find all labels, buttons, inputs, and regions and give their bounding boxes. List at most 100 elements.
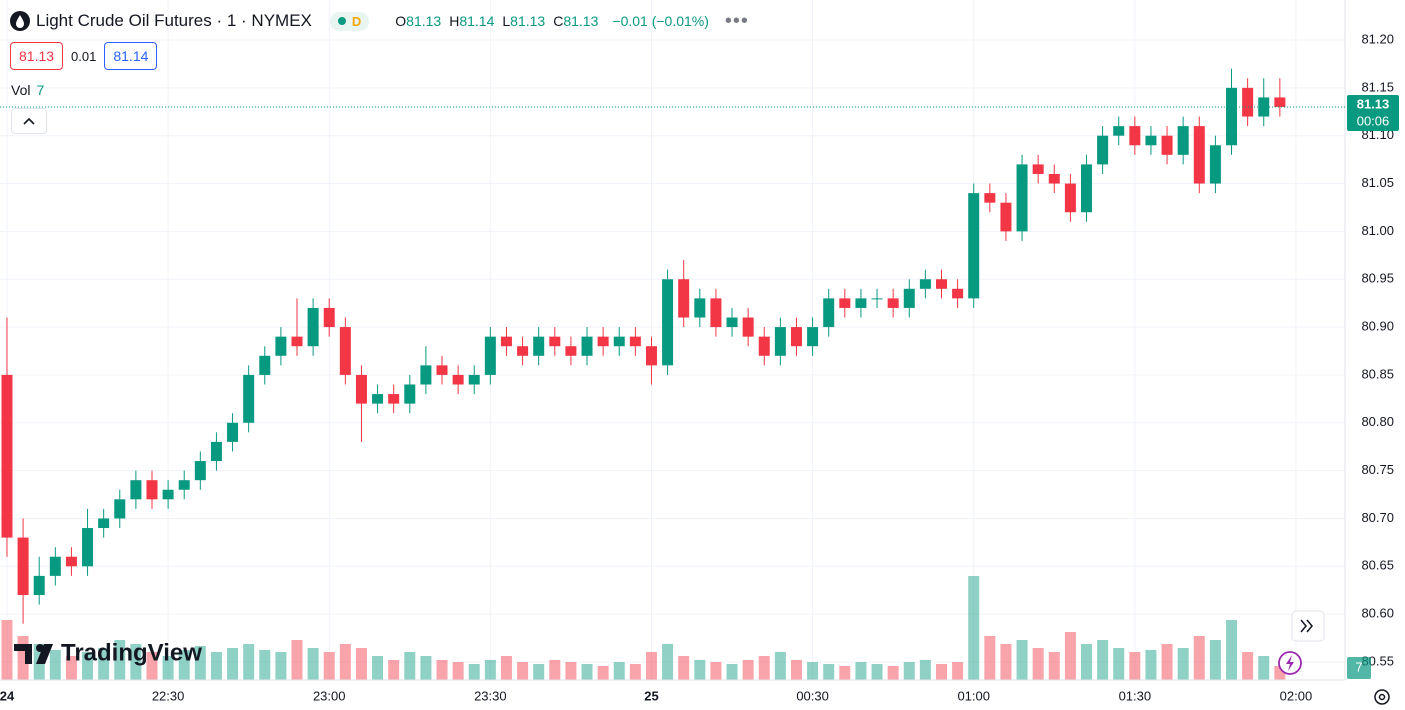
volume-value: 7 xyxy=(36,82,45,98)
volume-bar xyxy=(420,656,432,680)
volume-bar xyxy=(952,662,964,680)
volume-bar xyxy=(98,648,110,680)
candle-body xyxy=(355,374,367,404)
volume-bar xyxy=(404,652,416,680)
volume-bar xyxy=(807,662,819,680)
candle-body xyxy=(1016,164,1028,232)
candle-body xyxy=(565,346,577,356)
change-value: −0.01 (−0.01%) xyxy=(612,13,709,29)
x-tick-label: 01:30 xyxy=(1119,688,1152,703)
candle-body xyxy=(130,480,142,500)
more-menu[interactable]: ••• xyxy=(724,9,749,32)
symbol-icon xyxy=(10,11,30,31)
candle-body xyxy=(1064,183,1076,213)
volume-bar xyxy=(984,636,996,680)
settings-icon[interactable] xyxy=(1374,689,1390,705)
candle-body xyxy=(710,298,722,328)
candle-body xyxy=(774,327,786,356)
y-tick-label: 80.60 xyxy=(1361,606,1394,621)
x-tick-label: 24 xyxy=(0,688,15,703)
volume-bar xyxy=(372,656,384,680)
candle-body xyxy=(372,394,384,404)
candle-body xyxy=(807,327,819,347)
watermark-text: TradingView xyxy=(61,639,202,666)
volume-bar xyxy=(500,656,512,680)
collapse-button[interactable] xyxy=(11,108,47,134)
y-tick-label: 80.75 xyxy=(1361,462,1394,477)
volume-bar xyxy=(565,662,577,680)
watermark: TradingView xyxy=(14,639,202,666)
volume-bar xyxy=(517,662,529,680)
volume-bar xyxy=(1,620,13,680)
volume-bar xyxy=(581,664,593,680)
candle-body xyxy=(919,279,931,289)
volume-bar xyxy=(1097,640,1109,680)
volume-bar xyxy=(178,650,190,680)
volume-bar xyxy=(1193,636,1205,680)
candle-body xyxy=(178,480,190,490)
ask-button[interactable]: 81.14 xyxy=(104,42,158,70)
candle-body xyxy=(114,499,126,519)
candle-body xyxy=(1226,87,1238,146)
volume-bar xyxy=(1177,648,1189,680)
status-badge[interactable]: D xyxy=(329,11,370,31)
x-tick-label: 00:30 xyxy=(796,688,829,703)
candle-body xyxy=(1161,135,1173,155)
x-tick-label: 23:30 xyxy=(474,688,507,703)
candle-body xyxy=(1113,126,1125,136)
volume-bar xyxy=(790,660,802,680)
ohlc-value: 81.14 xyxy=(459,13,495,29)
candle-body xyxy=(968,193,980,299)
candle-body xyxy=(452,374,464,385)
candle-body xyxy=(742,317,754,337)
candle-body xyxy=(613,336,625,347)
volume-bar xyxy=(1145,650,1157,680)
candle-body xyxy=(678,279,690,318)
ohlc-values: O81.13 H81.14 L81.13 C81.13 xyxy=(395,13,598,29)
candle-body xyxy=(243,374,255,423)
volume-bar xyxy=(388,660,400,680)
candle-body xyxy=(1000,202,1012,232)
candle-body xyxy=(645,346,657,366)
volume-bar xyxy=(935,664,947,680)
candle-body xyxy=(1193,126,1205,184)
volume-bar xyxy=(323,652,335,680)
volume-tag-label: 7 xyxy=(1355,659,1362,674)
volume-bar xyxy=(114,640,126,680)
volume-bar xyxy=(1129,652,1141,680)
candle-body xyxy=(597,336,609,347)
candle-body xyxy=(65,556,77,567)
volume-bar xyxy=(82,652,94,680)
ohlc-item: C81.13 xyxy=(553,13,598,29)
volume-bar xyxy=(613,662,625,680)
candle-body xyxy=(1032,164,1044,174)
y-tick-label: 81.00 xyxy=(1361,223,1394,238)
candle-body xyxy=(662,279,674,366)
candle-body xyxy=(146,480,158,500)
ohlc-key: C xyxy=(553,13,564,29)
candle-body xyxy=(726,317,738,328)
lightning-icon[interactable] xyxy=(1278,651,1302,675)
volume-bar xyxy=(678,656,690,680)
volume-bar xyxy=(1113,648,1125,680)
candle-body xyxy=(49,556,61,576)
candle-body xyxy=(790,327,802,347)
y-tick-label: 81.05 xyxy=(1361,175,1394,190)
candle-body xyxy=(823,298,835,328)
volume-bar xyxy=(629,664,641,680)
volume-bar xyxy=(726,664,738,680)
candle-body xyxy=(33,575,45,596)
volume-bar xyxy=(533,664,545,680)
x-tick-label: 23:00 xyxy=(313,688,346,703)
ohlc-value: 81.13 xyxy=(563,13,599,29)
bid-button[interactable]: 81.13 xyxy=(10,42,64,70)
volume-bar xyxy=(17,636,29,680)
scroll-button[interactable] xyxy=(1291,610,1325,642)
candle-body xyxy=(420,365,432,385)
volume-bar xyxy=(903,662,915,680)
volume-bar xyxy=(355,648,367,680)
volume-label: Vol xyxy=(11,82,31,98)
candle-body xyxy=(323,307,335,328)
candle-body xyxy=(162,489,174,500)
